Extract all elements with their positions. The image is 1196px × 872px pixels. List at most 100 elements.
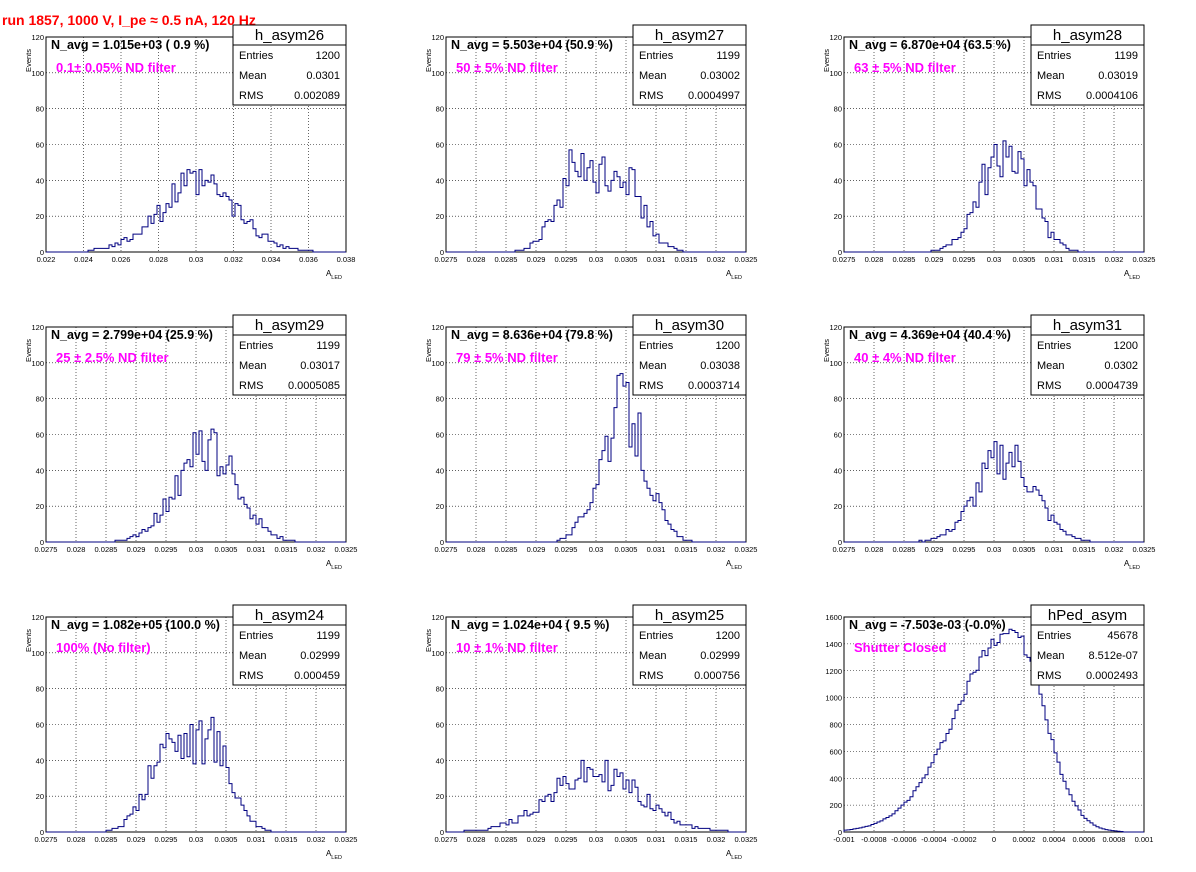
y-tick-label: 0	[838, 828, 842, 837]
x-tick-label: 0.0305	[615, 255, 638, 264]
x-axis-title: ALED	[326, 849, 342, 861]
stats-value: 1199	[716, 50, 740, 62]
y-tick-label: 40	[36, 176, 44, 185]
x-tick-label: 0.03	[189, 255, 204, 264]
y-tick-label: 0	[838, 248, 842, 257]
n-avg-label: N_avg = 1.082e+05 (100.0 %)	[51, 618, 220, 632]
x-tick-label: 0.0315	[275, 835, 298, 844]
x-tick-label: 0.032	[707, 545, 726, 554]
y-tick-label: 80	[834, 395, 842, 404]
histogram-panel-h_asym25: 0.0275 0.028 0.0285 0.029 0.0295 0.03 0.0305 0.…	[424, 604, 757, 861]
x-tick-label: 0.0275	[435, 545, 458, 554]
y-tick-label: 80	[36, 105, 44, 114]
histogram-panel-h_asym29: 0.0275 0.028 0.0285 0.029 0.0295 0.03 0.0305 0.…	[24, 314, 357, 571]
histogram-series-h_asym25	[446, 759, 746, 833]
x-tick-label: 0.0325	[1133, 255, 1156, 264]
x-tick-label: 0.031	[247, 545, 266, 554]
stats-label: Mean	[239, 360, 267, 372]
stats-label: Entries	[239, 630, 274, 642]
stats-value: 0.03019	[1098, 70, 1138, 82]
x-tick-label: 0.0295	[953, 255, 976, 264]
stats-label: Mean	[1037, 650, 1065, 662]
stats-box-title: h_asym25	[655, 607, 724, 624]
y-tick-label: 40	[436, 756, 444, 765]
y-tick-label: 0	[440, 828, 444, 837]
y-tick-label: 40	[834, 176, 842, 185]
stats-value: 0.02999	[300, 650, 340, 662]
y-tick-label: 400	[829, 774, 842, 783]
plot-frame	[445, 326, 747, 543]
y-tick-label: 1600	[825, 613, 842, 622]
y-tick-label: 100	[829, 69, 842, 78]
histogram-panel-h_asym26: 0.022 0.024 0.026 0.028 0.03 0.032 0.034 0.036 0…	[24, 24, 355, 281]
y-tick-label: 0	[838, 538, 842, 547]
x-tick-label: 0.029	[127, 545, 146, 554]
x-tick-label: 0.029	[527, 545, 546, 554]
x-tick-label: 0.032	[307, 835, 326, 844]
y-tick-label: 60	[436, 721, 444, 730]
x-tick-label: 0.029	[527, 255, 546, 264]
y-tick-label: 120	[31, 613, 44, 622]
x-tick-label: 0.032	[707, 255, 726, 264]
y-tick-label: 100	[31, 359, 44, 368]
x-tick-label: 0.031	[247, 835, 266, 844]
x-axis-title: ALED	[1124, 559, 1140, 571]
stats-value: 0.0302	[1104, 360, 1138, 372]
x-tick-label: 0.0325	[735, 255, 758, 264]
n-avg-label: N_avg = 4.369e+04 (40.4 %)	[849, 328, 1011, 342]
x-tick-label: 0.0285	[893, 545, 916, 554]
x-tick-label: 0.0325	[735, 545, 758, 554]
y-tick-label: 20	[36, 502, 44, 511]
x-tick-label: 0.031	[647, 255, 666, 264]
x-tick-label: -0.0008	[861, 835, 886, 844]
stats-label: RMS	[1037, 380, 1061, 392]
stats-value: 1199	[316, 630, 340, 642]
y-tick-label: 40	[436, 466, 444, 475]
y-tick-label: 60	[36, 431, 44, 440]
stats-label: Entries	[1037, 630, 1072, 642]
stats-box	[232, 604, 347, 686]
y-axis-title: Events	[424, 49, 433, 72]
y-tick-label: 100	[431, 649, 444, 658]
x-tick-label: 0.001	[1135, 835, 1154, 844]
x-axis-title: ALED	[326, 559, 342, 571]
y-tick-label: 20	[436, 212, 444, 221]
stats-label: RMS	[1037, 670, 1061, 682]
stats-box	[1030, 24, 1145, 106]
y-tick-label: 80	[36, 685, 44, 694]
histogram-panel-h_asym24: 0.0275 0.028 0.0285 0.029 0.0295 0.03 0.0305 0.…	[24, 604, 357, 861]
y-tick-label: 60	[36, 721, 44, 730]
x-tick-label: 0.03	[987, 255, 1002, 264]
y-axis-title: Events	[424, 629, 433, 652]
stats-box	[232, 24, 347, 106]
stats-label: Entries	[1037, 340, 1072, 352]
stats-box	[632, 24, 747, 106]
x-tick-label: 0.031	[647, 545, 666, 554]
x-tick-label: -0.001	[833, 835, 854, 844]
y-tick-label: 1000	[825, 694, 842, 703]
y-tick-label: 60	[834, 431, 842, 440]
y-tick-label: 120	[431, 323, 444, 332]
stats-label: Entries	[639, 340, 674, 352]
y-tick-label: 40	[36, 756, 44, 765]
stats-label: Mean	[639, 70, 667, 82]
x-tick-label: 0	[992, 835, 996, 844]
y-tick-label: 80	[36, 395, 44, 404]
x-tick-label: 0.0305	[1013, 255, 1036, 264]
stats-value: 0.0005085	[288, 380, 340, 392]
y-axis-title: Events	[24, 339, 33, 362]
y-tick-label: 40	[834, 466, 842, 475]
y-axis-title: Events	[822, 49, 831, 72]
y-tick-label: 100	[31, 649, 44, 658]
histogram-series-h_asym26	[46, 169, 346, 253]
x-tick-label: 0.031	[1045, 545, 1064, 554]
plot-frame	[445, 616, 747, 833]
x-tick-label: 0.028	[865, 255, 884, 264]
panel-grid: 0.022 0.024 0.026 0.028 0.03 0.032 0.034 0.036 0…	[24, 24, 1156, 861]
stats-value: 1200	[716, 340, 740, 352]
y-tick-label: 100	[431, 359, 444, 368]
stats-box	[232, 314, 347, 396]
stats-label: Entries	[1037, 50, 1072, 62]
histogram-series-h_asym31	[844, 441, 1144, 543]
y-axis-title: Events	[24, 49, 33, 72]
